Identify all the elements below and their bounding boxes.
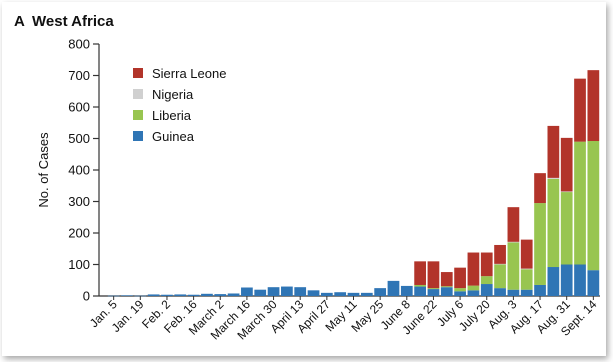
bar-nigeria xyxy=(547,177,560,179)
bar-sierra-leone xyxy=(494,244,506,264)
bar-guinea xyxy=(214,294,227,296)
y-tick-label: 300 xyxy=(68,194,90,209)
bar-guinea xyxy=(187,294,200,296)
bar-liberia xyxy=(574,141,586,265)
y-tick-label: 800 xyxy=(68,37,90,52)
y-tick-label: 600 xyxy=(68,100,90,115)
bar-guinea xyxy=(547,267,560,296)
bar-sierra-leone xyxy=(454,267,466,289)
y-tick-label: 500 xyxy=(68,131,90,146)
bar-guinea xyxy=(534,284,546,296)
bar-liberia xyxy=(587,141,600,271)
y-axis-label: No. of Cases xyxy=(36,132,51,208)
bar-guinea xyxy=(454,291,466,296)
bar-guinea xyxy=(267,287,280,296)
bar-guinea xyxy=(241,287,253,296)
bar-sierra-leone xyxy=(574,78,586,142)
bar-guinea xyxy=(147,294,160,296)
legend-swatch xyxy=(133,89,143,99)
bar-guinea xyxy=(201,293,213,296)
bar-sierra-leone xyxy=(414,261,426,285)
bar-guinea xyxy=(520,289,533,296)
chart-frame: A West Africa No. of Cases 0 100 200 300 400… xyxy=(2,2,606,356)
bar-guinea xyxy=(281,286,293,296)
bar-sierra-leone xyxy=(520,239,533,269)
bar-guinea xyxy=(414,286,426,296)
bar-guinea xyxy=(227,293,240,296)
bar-guinea xyxy=(134,295,147,297)
bar-liberia xyxy=(480,276,493,285)
bar-liberia xyxy=(494,264,506,289)
bar-sierra-leone xyxy=(440,272,453,287)
bar-sierra-leone xyxy=(534,173,546,204)
bar-guinea xyxy=(494,288,506,297)
bar-nigeria xyxy=(507,241,520,243)
panel-letter: A xyxy=(14,13,25,30)
y-axis: 0 100 200 300 400 500 600 700 800 xyxy=(68,37,600,304)
legend-swatch xyxy=(133,131,143,141)
y-tick-label: 400 xyxy=(68,163,90,178)
legend-label: Sierra Leone xyxy=(152,66,226,81)
y-tick-label: 200 xyxy=(68,226,90,241)
bar-liberia xyxy=(520,269,533,290)
y-tick-label: 0 xyxy=(83,289,90,304)
bar-liberia xyxy=(467,285,480,291)
bar-nigeria xyxy=(560,191,573,193)
bar-guinea xyxy=(374,288,387,297)
bar-sierra-leone xyxy=(480,252,493,277)
legend-label: Nigeria xyxy=(152,87,194,102)
bar-sierra-leone xyxy=(587,70,600,142)
bar-sierra-leone xyxy=(427,261,440,289)
bar-guinea xyxy=(427,289,440,296)
bar-nigeria xyxy=(520,268,533,270)
bar-guinea xyxy=(400,285,413,296)
bar-liberia xyxy=(414,284,426,287)
bar-guinea xyxy=(320,292,333,296)
bar-sierra-leone xyxy=(547,125,560,178)
bar-guinea xyxy=(254,289,267,296)
bar-liberia xyxy=(560,192,573,265)
y-tick-label: 700 xyxy=(68,68,90,83)
bar-guinea xyxy=(467,290,480,296)
bar-guinea xyxy=(387,280,400,296)
chart-title: West Africa xyxy=(32,13,114,30)
bar-guinea xyxy=(334,292,347,296)
bar-guinea xyxy=(480,284,493,296)
legend-swatch xyxy=(133,110,143,120)
bar-guinea xyxy=(121,295,133,296)
legend-swatch xyxy=(133,68,143,78)
bar-liberia xyxy=(427,288,440,290)
bar-liberia xyxy=(547,178,560,268)
legend: Sierra Leone Nigeria Liberia Guinea xyxy=(133,66,226,144)
bar-sierra-leone xyxy=(467,252,480,286)
bar-guinea xyxy=(294,287,307,296)
bar-guinea xyxy=(161,294,173,296)
bar-guinea xyxy=(587,270,600,296)
bar-guinea xyxy=(440,287,453,296)
legend-label: Guinea xyxy=(152,129,195,144)
y-tick-label: 100 xyxy=(68,257,90,272)
bar-guinea xyxy=(560,264,573,296)
bar-guinea xyxy=(107,295,120,297)
bar-guinea xyxy=(347,292,360,296)
bar-sierra-leone xyxy=(560,137,573,192)
bar-liberia xyxy=(454,288,466,292)
bar-guinea xyxy=(507,289,520,296)
legend-label: Liberia xyxy=(152,108,192,123)
bar-sierra-leone xyxy=(507,207,520,242)
bar-liberia xyxy=(507,242,520,290)
bar-guinea xyxy=(360,292,373,296)
bar-guinea xyxy=(307,290,320,296)
bar-guinea xyxy=(574,264,586,296)
bar-nigeria xyxy=(494,263,506,265)
chart-svg: A West Africa No. of Cases 0 100 200 300 400… xyxy=(14,13,600,342)
bars xyxy=(107,70,600,297)
bar-guinea xyxy=(174,294,187,296)
bar-liberia xyxy=(534,203,546,285)
bar-liberia xyxy=(440,286,453,288)
